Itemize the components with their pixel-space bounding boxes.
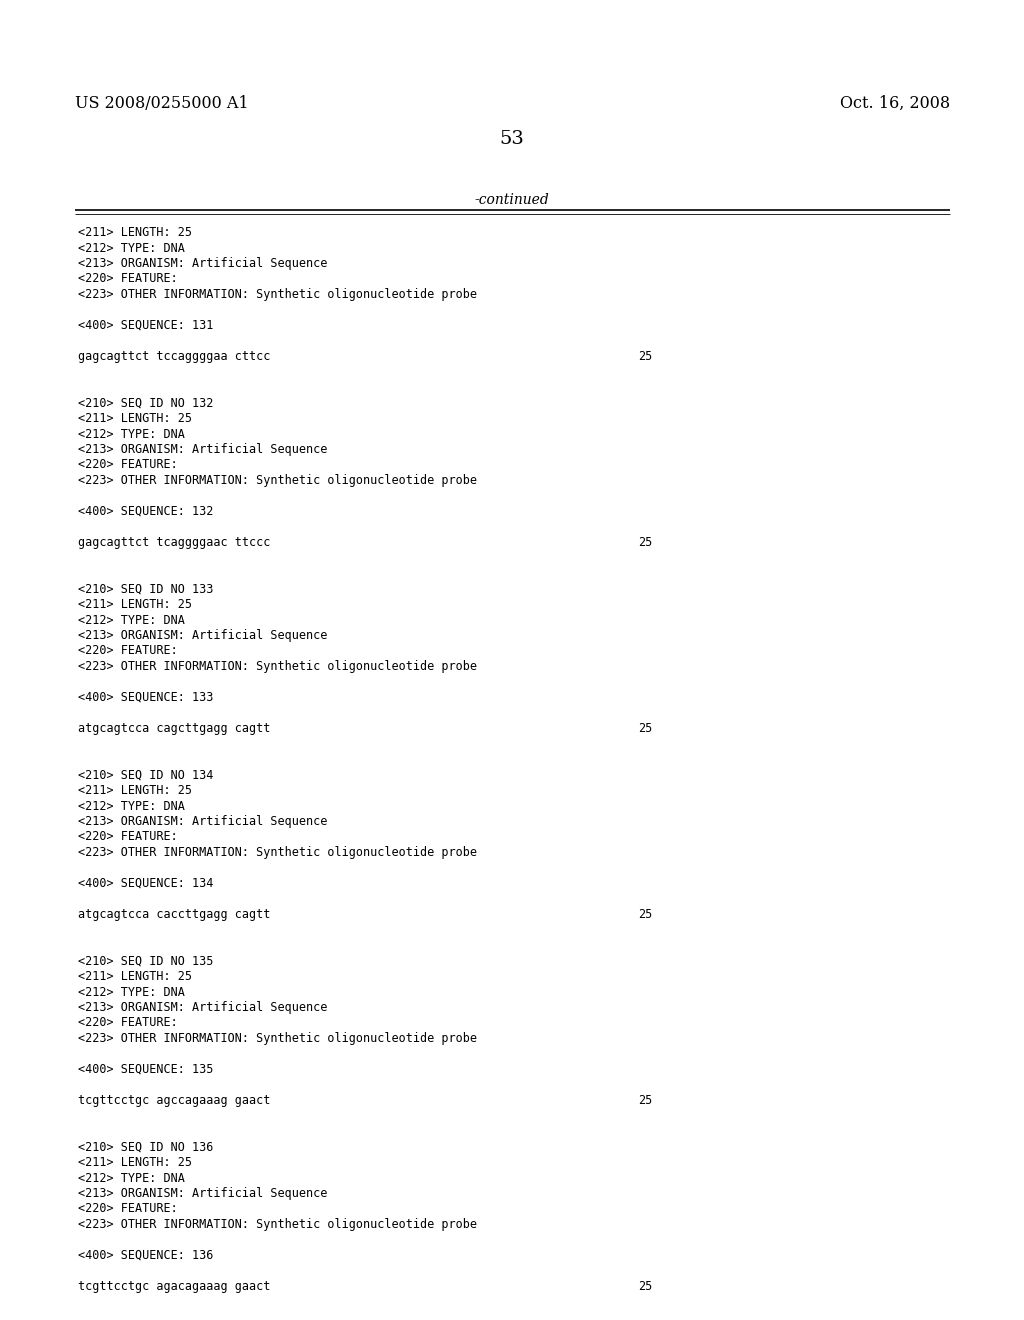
Text: 25: 25 [638,1094,652,1107]
Text: <223> OTHER INFORMATION: Synthetic oligonucleotide probe: <223> OTHER INFORMATION: Synthetic oligo… [78,1032,477,1045]
Text: 25: 25 [638,908,652,921]
Text: <400> SEQUENCE: 134: <400> SEQUENCE: 134 [78,876,213,890]
Text: <220> FEATURE:: <220> FEATURE: [78,1203,178,1216]
Text: <400> SEQUENCE: 136: <400> SEQUENCE: 136 [78,1249,213,1262]
Text: <213> ORGANISM: Artificial Sequence: <213> ORGANISM: Artificial Sequence [78,630,328,642]
Text: <211> LENGTH: 25: <211> LENGTH: 25 [78,412,193,425]
Text: <220> FEATURE:: <220> FEATURE: [78,1016,178,1030]
Text: atgcagtcca caccttgagg cagtt: atgcagtcca caccttgagg cagtt [78,908,270,921]
Text: <211> LENGTH: 25: <211> LENGTH: 25 [78,598,193,611]
Text: <210> SEQ ID NO 136: <210> SEQ ID NO 136 [78,1140,213,1154]
Text: Oct. 16, 2008: Oct. 16, 2008 [840,95,950,112]
Text: <223> OTHER INFORMATION: Synthetic oligonucleotide probe: <223> OTHER INFORMATION: Synthetic oligo… [78,1218,477,1232]
Text: <400> SEQUENCE: 132: <400> SEQUENCE: 132 [78,506,213,517]
Text: <213> ORGANISM: Artificial Sequence: <213> ORGANISM: Artificial Sequence [78,814,328,828]
Text: US 2008/0255000 A1: US 2008/0255000 A1 [75,95,249,112]
Text: -continued: -continued [475,193,549,207]
Text: atgcagtcca cagcttgagg cagtt: atgcagtcca cagcttgagg cagtt [78,722,270,735]
Text: <213> ORGANISM: Artificial Sequence: <213> ORGANISM: Artificial Sequence [78,1001,328,1014]
Text: <210> SEQ ID NO 132: <210> SEQ ID NO 132 [78,396,213,409]
Text: 53: 53 [500,129,524,148]
Text: gagcagttct tcaggggaac ttccc: gagcagttct tcaggggaac ttccc [78,536,270,549]
Text: <223> OTHER INFORMATION: Synthetic oligonucleotide probe: <223> OTHER INFORMATION: Synthetic oligo… [78,474,477,487]
Text: tcgttcctgc agccagaaag gaact: tcgttcctgc agccagaaag gaact [78,1094,270,1107]
Text: <212> TYPE: DNA: <212> TYPE: DNA [78,242,185,255]
Text: <223> OTHER INFORMATION: Synthetic oligonucleotide probe: <223> OTHER INFORMATION: Synthetic oligo… [78,660,477,673]
Text: <210> SEQ ID NO 134: <210> SEQ ID NO 134 [78,768,213,781]
Text: <211> LENGTH: 25: <211> LENGTH: 25 [78,226,193,239]
Text: <400> SEQUENCE: 131: <400> SEQUENCE: 131 [78,319,213,333]
Text: <212> TYPE: DNA: <212> TYPE: DNA [78,428,185,441]
Text: <213> ORGANISM: Artificial Sequence: <213> ORGANISM: Artificial Sequence [78,257,328,271]
Text: <210> SEQ ID NO 133: <210> SEQ ID NO 133 [78,582,213,595]
Text: <220> FEATURE:: <220> FEATURE: [78,830,178,843]
Text: <210> SEQ ID NO 135: <210> SEQ ID NO 135 [78,954,213,968]
Text: 25: 25 [638,722,652,735]
Text: <220> FEATURE:: <220> FEATURE: [78,458,178,471]
Text: 25: 25 [638,1280,652,1294]
Text: <223> OTHER INFORMATION: Synthetic oligonucleotide probe: <223> OTHER INFORMATION: Synthetic oligo… [78,288,477,301]
Text: <212> TYPE: DNA: <212> TYPE: DNA [78,986,185,998]
Text: <220> FEATURE:: <220> FEATURE: [78,272,178,285]
Text: gagcagttct tccaggggaa cttcc: gagcagttct tccaggggaa cttcc [78,350,270,363]
Text: <400> SEQUENCE: 133: <400> SEQUENCE: 133 [78,690,213,704]
Text: <220> FEATURE:: <220> FEATURE: [78,644,178,657]
Text: <211> LENGTH: 25: <211> LENGTH: 25 [78,1156,193,1170]
Text: <213> ORGANISM: Artificial Sequence: <213> ORGANISM: Artificial Sequence [78,444,328,455]
Text: <400> SEQUENCE: 135: <400> SEQUENCE: 135 [78,1063,213,1076]
Text: <211> LENGTH: 25: <211> LENGTH: 25 [78,970,193,983]
Text: <213> ORGANISM: Artificial Sequence: <213> ORGANISM: Artificial Sequence [78,1187,328,1200]
Text: <211> LENGTH: 25: <211> LENGTH: 25 [78,784,193,797]
Text: 25: 25 [638,536,652,549]
Text: 25: 25 [638,350,652,363]
Text: <212> TYPE: DNA: <212> TYPE: DNA [78,1172,185,1184]
Text: <212> TYPE: DNA: <212> TYPE: DNA [78,800,185,813]
Text: <212> TYPE: DNA: <212> TYPE: DNA [78,614,185,627]
Text: <223> OTHER INFORMATION: Synthetic oligonucleotide probe: <223> OTHER INFORMATION: Synthetic oligo… [78,846,477,859]
Text: tcgttcctgc agacagaaag gaact: tcgttcctgc agacagaaag gaact [78,1280,270,1294]
